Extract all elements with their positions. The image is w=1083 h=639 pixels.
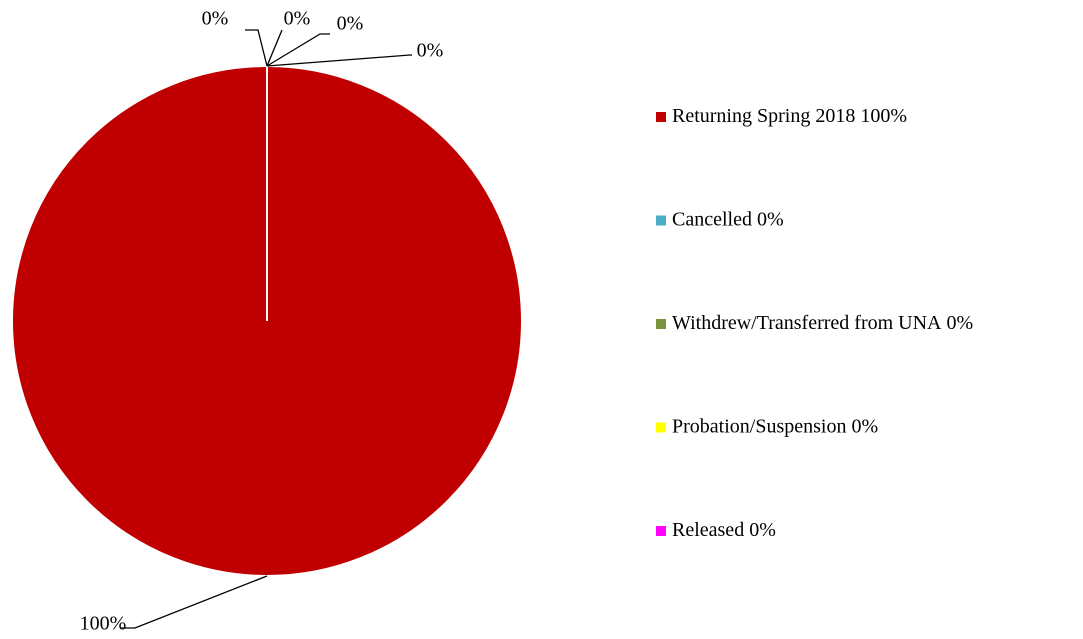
legend-name: Cancelled xyxy=(672,208,752,230)
leader-line xyxy=(266,33,330,67)
data-label: 0% xyxy=(284,8,311,30)
data-label: 0% xyxy=(417,40,444,62)
legend-name: Withdrew/Transferred from UNA xyxy=(672,312,942,334)
leader-line xyxy=(245,29,268,67)
legend-name: Released xyxy=(672,519,744,541)
leader-line xyxy=(266,54,412,67)
data-label: 0% xyxy=(337,13,364,35)
leader-line xyxy=(120,575,268,629)
data-label: 100% xyxy=(80,613,127,635)
legend-label: Released 0% xyxy=(672,519,776,541)
legend-label: Cancelled 0% xyxy=(672,208,784,230)
legend-label: Withdrew/Transferred from UNA 0% xyxy=(672,312,973,334)
legend-swatch xyxy=(656,112,666,122)
legend-value: 100% xyxy=(860,105,907,127)
legend-label: Probation/Suspension 0% xyxy=(672,415,878,437)
leader-line xyxy=(266,29,283,67)
legend-swatch xyxy=(656,526,666,536)
legend-name: Probation/Suspension xyxy=(672,415,846,437)
legend-value: 0% xyxy=(851,415,878,437)
legend-name: Returning Spring 2018 xyxy=(672,105,855,127)
legend-swatch xyxy=(656,319,666,329)
legend-value: 0% xyxy=(757,208,784,230)
legend-swatch xyxy=(656,422,666,433)
legend-value: 0% xyxy=(749,519,776,541)
legend-label: Returning Spring 2018 100% xyxy=(672,105,907,127)
legend-swatch xyxy=(656,215,666,226)
data-label: 0% xyxy=(202,8,229,30)
legend-value: 0% xyxy=(947,312,974,334)
